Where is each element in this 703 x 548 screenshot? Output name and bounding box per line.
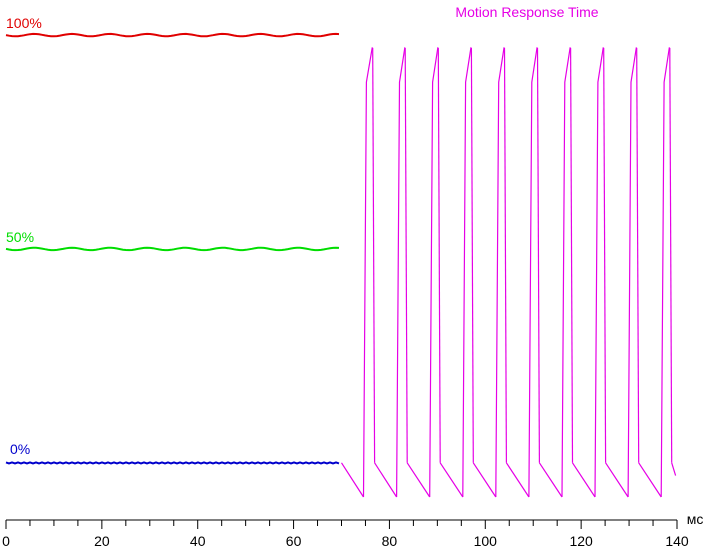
x-tick-label: 20 [94,533,110,548]
x-ticks: 0 20 40 60 80 100 120 140 [2,520,689,548]
x-tick-label: 140 [665,533,689,548]
x-tick-label: 80 [382,533,398,548]
response-segment [594,47,604,498]
x-axis-unit-label: мс [687,511,703,527]
response-segment [627,47,637,498]
response-segment [638,462,662,498]
x-tick-label: 60 [286,533,302,548]
response-segment [569,47,574,463]
response-segment [472,462,497,498]
response-segment [340,462,365,498]
response-segment [404,47,408,463]
level-label-50pct: 50% [6,229,34,245]
level-label-100pct: 100% [6,15,42,31]
level-label-0pct: 0% [10,441,30,457]
response-segment [372,47,376,463]
level-labels: 100% 50% 0% [6,15,42,457]
series-line-0pct [5,461,340,465]
response-segment [374,462,398,498]
response-segment [605,462,629,498]
response-segment [636,47,640,463]
series-layer [5,32,677,498]
response-segment [671,462,677,476]
response-segment [439,462,464,498]
x-tick-label: 120 [569,533,593,548]
series-line-100pct [5,32,340,38]
response-segment [462,47,472,498]
response-segment [669,47,673,463]
response-segment [362,47,373,498]
response-segment [470,47,474,463]
response-segment [429,47,439,498]
response-segment [660,47,670,498]
response-segment [538,462,563,498]
series-motion-response [340,47,677,498]
response-segment [536,47,541,463]
x-tick-label: 40 [190,533,206,548]
response-segment [561,47,571,498]
x-tick-label: 0 [2,533,10,548]
series-line-50pct [5,246,340,252]
response-segment [571,462,596,498]
chart-title: Motion Response Time [455,4,598,20]
response-segment [396,47,406,498]
response-segment [503,47,507,463]
response-segment [437,47,441,463]
x-tick-label: 100 [474,533,498,548]
response-segment [603,47,607,463]
response-segment [406,462,431,498]
response-segment [495,47,505,498]
x-axis: 0 20 40 60 80 100 120 140 мс [2,511,703,548]
response-segment [528,47,538,498]
response-segment [505,462,530,498]
